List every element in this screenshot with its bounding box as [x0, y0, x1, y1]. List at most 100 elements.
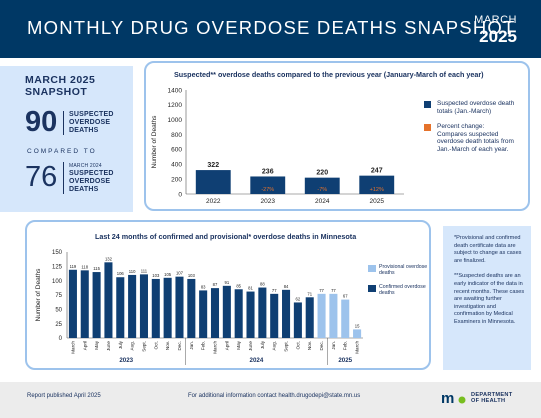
percent-change-title: Percent change:: [437, 123, 485, 130]
y-tick-label: 25: [55, 322, 62, 328]
data-label: 322: [207, 162, 219, 169]
legend-swatch-provisional: [368, 265, 376, 272]
x-tick-label: Nov.: [165, 341, 170, 350]
data-label: 62: [296, 296, 301, 301]
y-axis-label: Number of Deaths: [35, 268, 42, 321]
x-tick-label: Aug.: [272, 341, 277, 350]
legend-label-percent-change: Percent change: Compares suspected overd…: [437, 123, 524, 153]
bar: [359, 175, 395, 194]
x-tick-label: June: [106, 341, 111, 351]
y-tick-label: 0: [178, 191, 182, 198]
note-suspected: **Suspected deaths are an early indicato…: [454, 273, 525, 325]
data-label: 91: [225, 280, 230, 285]
x-tick-label: May: [236, 340, 241, 349]
legend-item-suspected: Suspected overdose death totals (Jan.-Ma…: [424, 100, 524, 115]
monthly-chart-panel: Last 24 months of confirmed and provisio…: [25, 220, 431, 370]
previous-value: 76: [25, 161, 58, 193]
snapshot-box: MARCH 2025 SNAPSHOT 90 SUSPECTED OVERDOS…: [0, 66, 133, 212]
bar: [104, 262, 113, 338]
data-label: 77: [331, 288, 336, 293]
legend-label-confirmed: Confirmed overdose deaths: [379, 284, 426, 296]
percent-change-label: -27%: [261, 187, 274, 193]
x-tick-label: Aug.: [130, 341, 135, 350]
data-label: 81: [248, 286, 253, 291]
x-tick-label: Dec.: [319, 341, 324, 350]
monthly-chart-title: Last 24 months of confirmed and provisio…: [95, 232, 357, 241]
data-label: 103: [188, 273, 196, 278]
bar: [282, 289, 291, 338]
legend-item-provisional: Provisional overdose deaths: [368, 264, 428, 276]
legend-item-confirmed: Confirmed overdose deaths: [368, 284, 428, 296]
x-tick-label: 2024: [315, 198, 330, 205]
data-label: 115: [93, 266, 100, 271]
bar: [92, 272, 101, 338]
data-label: 236: [262, 168, 274, 175]
y-axis-label: Number of Deaths: [151, 115, 158, 168]
x-tick-label: 2022: [206, 198, 221, 205]
mdh-logo-dot: [458, 396, 466, 404]
percent-change-desc: Compares suspected overdose death totals…: [437, 130, 514, 153]
x-tick-label: April: [224, 341, 229, 350]
data-label: 71: [307, 291, 312, 296]
bar: [199, 290, 208, 338]
x-tick-label: Jan.: [331, 341, 336, 350]
mdh-logo-text: DEPARTMENT OF HEALTH: [471, 392, 512, 405]
data-label: 110: [129, 269, 136, 274]
y-tick-label: 125: [52, 265, 63, 271]
previous-stat: 76 MARCH 2024 SUSPECTED OVERDOSE DEATHS: [25, 161, 133, 194]
compared-to-label: COMPARED TO: [27, 148, 97, 155]
x-tick-label: Feb.: [343, 341, 348, 350]
percent-change-label: -7%: [317, 187, 327, 193]
report-month: MARCH: [474, 14, 517, 26]
year-group-label: 2025: [338, 357, 352, 364]
previous-label: MARCH 2024 SUSPECTED OVERDOSE DEATHS: [63, 161, 114, 194]
legend-label-provisional: Provisional overdose deaths: [379, 264, 428, 276]
x-tick-label: May: [94, 340, 99, 349]
data-label: 67: [343, 294, 348, 299]
x-tick-label: 2023: [261, 198, 276, 205]
current-label-line2: OVERDOSE: [69, 118, 111, 126]
bar: [68, 269, 77, 338]
monthly-chart-legend: Provisional overdose deaths Confirmed ov…: [368, 264, 428, 304]
contact-info: For additional information contact healt…: [188, 393, 361, 399]
x-tick-label: March: [70, 341, 75, 354]
bar: [317, 293, 326, 338]
bar: [151, 278, 160, 338]
snapshot-title-line2: SNAPSHOT: [25, 86, 88, 98]
monthly-chart: 0 25 50 75 100 125 150 Number of Deaths 119 March…: [35, 250, 363, 365]
x-tick-label: March: [213, 341, 218, 354]
bar: [222, 285, 231, 338]
legend-swatch-percent-change: [424, 124, 431, 131]
bar: [293, 302, 302, 338]
current-label-line1: SUSPECTED: [69, 110, 114, 118]
data-label: 87: [213, 282, 218, 287]
y-tick-label: 75: [55, 293, 62, 299]
previous-sub-label: MARCH 2024: [69, 162, 102, 169]
bar: [258, 287, 267, 338]
header-banner: MONTHLY DRUG OVERDOSE DEATHS SNAPSHOT MA…: [0, 0, 541, 58]
bar: [246, 291, 255, 338]
legend-swatch-confirmed: [368, 285, 376, 292]
bar: [116, 277, 125, 338]
bar: [175, 276, 184, 338]
y-tick-label: 600: [171, 147, 182, 154]
data-label: 106: [117, 271, 125, 276]
x-tick-label: June: [248, 341, 253, 351]
data-label: 77: [319, 288, 324, 293]
note-provisional: *Provisional and confirmed death certifi…: [454, 235, 522, 264]
data-label: 105: [164, 272, 172, 277]
snapshot-title: MARCH 2025 SNAPSHOT: [25, 74, 133, 98]
data-label: 15: [355, 323, 360, 328]
x-tick-label: April: [82, 341, 87, 350]
data-label: 118: [81, 264, 88, 269]
bar: [341, 299, 350, 338]
x-tick-label: 2025: [370, 198, 385, 205]
current-value: 90: [25, 106, 58, 138]
x-tick-label: Feb.: [201, 341, 206, 350]
previous-label-line1: SUSPECTED: [69, 169, 114, 177]
legend-item-percent-change: Percent change: Compares suspected overd…: [424, 123, 524, 153]
footer: Report published April 2025 For addition…: [0, 382, 541, 418]
year-group-label: 2024: [250, 357, 264, 364]
bar: [163, 277, 172, 338]
bar: [128, 274, 137, 338]
